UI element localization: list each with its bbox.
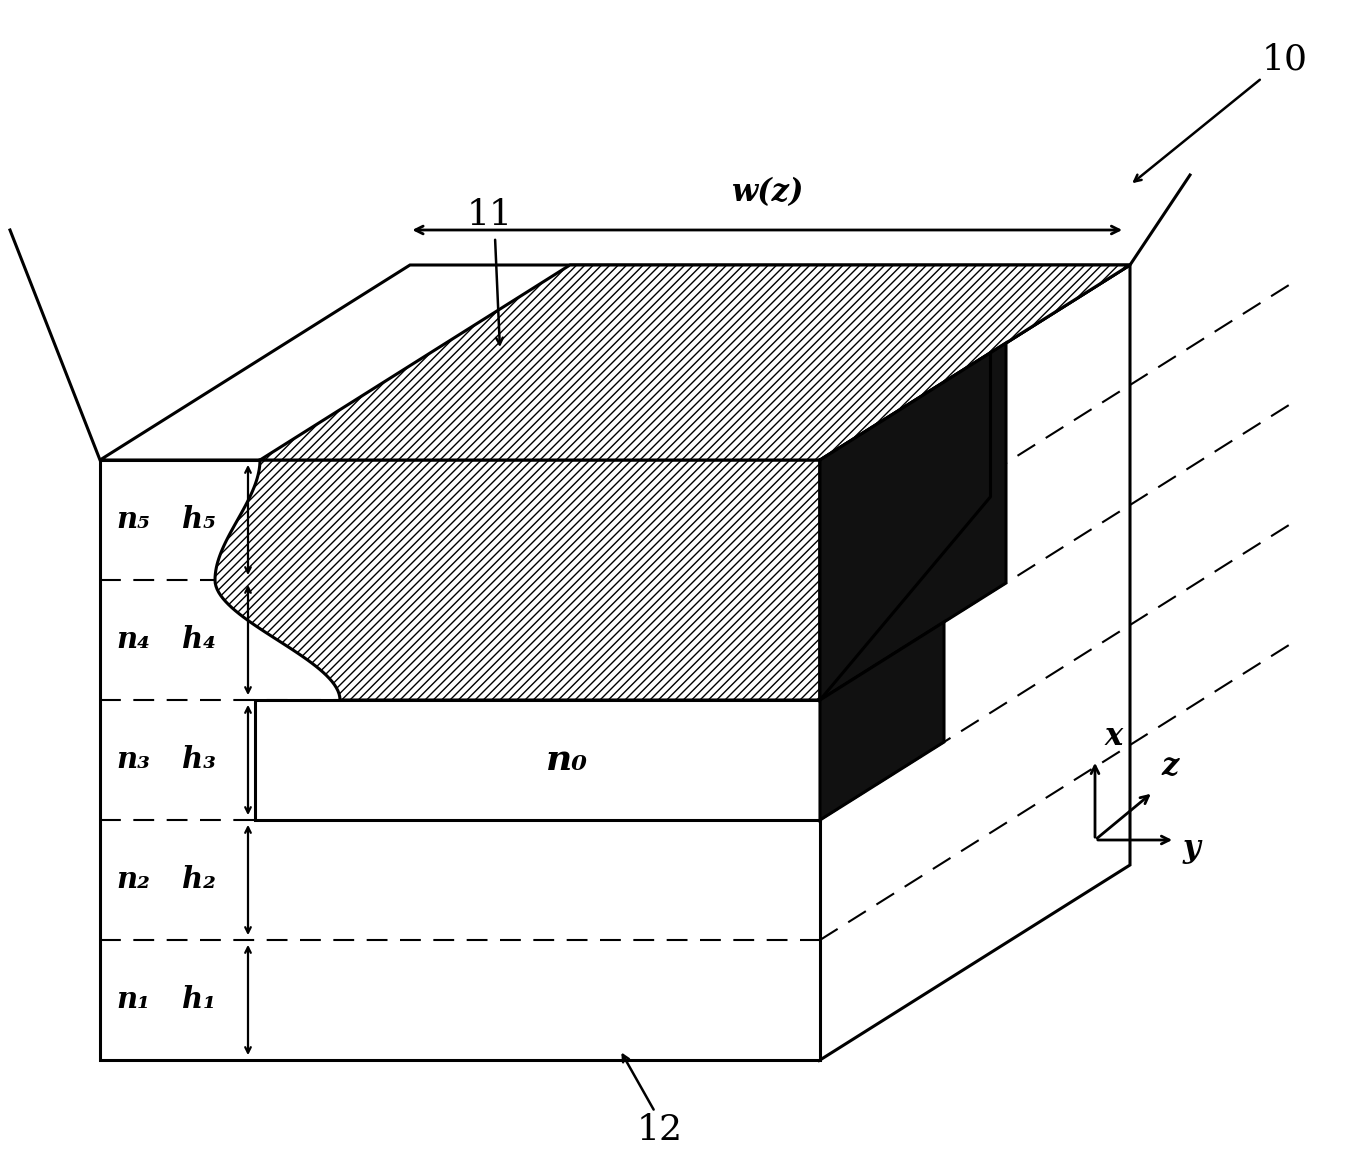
Text: h₁: h₁ [182,986,215,1015]
Text: 10: 10 [1263,43,1308,77]
Text: n₂: n₂ [116,866,149,895]
Polygon shape [820,353,991,700]
Polygon shape [254,700,820,820]
Text: h₄: h₄ [182,626,215,655]
Text: h₂: h₂ [182,866,215,895]
Text: y: y [1183,833,1201,863]
Text: n₅: n₅ [116,506,149,535]
Polygon shape [100,264,1131,460]
Text: 11: 11 [467,198,513,232]
Text: n₄: n₄ [116,626,149,655]
Polygon shape [820,264,1131,1060]
Polygon shape [260,264,1131,460]
Text: z: z [1162,751,1178,782]
Text: w(z): w(z) [731,177,804,209]
Text: n₀: n₀ [546,743,588,777]
Polygon shape [215,460,820,700]
Text: n₃: n₃ [116,746,149,775]
Text: h₅: h₅ [182,506,215,535]
Text: h₃: h₃ [182,746,215,775]
Text: 12: 12 [637,1113,682,1148]
Text: n₁: n₁ [116,986,149,1015]
Polygon shape [100,460,820,1060]
Text: x: x [1105,721,1123,751]
Polygon shape [820,622,944,820]
Polygon shape [820,343,1005,700]
